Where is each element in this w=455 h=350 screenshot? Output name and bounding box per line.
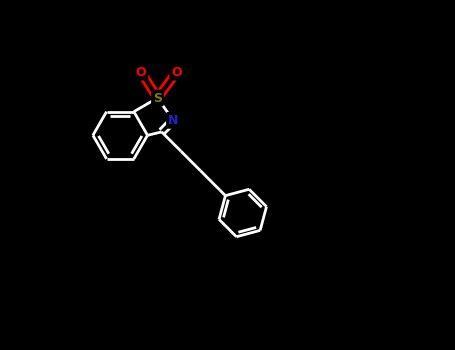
Text: N: N (168, 114, 178, 127)
Text: O: O (171, 65, 182, 78)
Text: S: S (153, 91, 162, 105)
Text: O: O (136, 65, 147, 78)
